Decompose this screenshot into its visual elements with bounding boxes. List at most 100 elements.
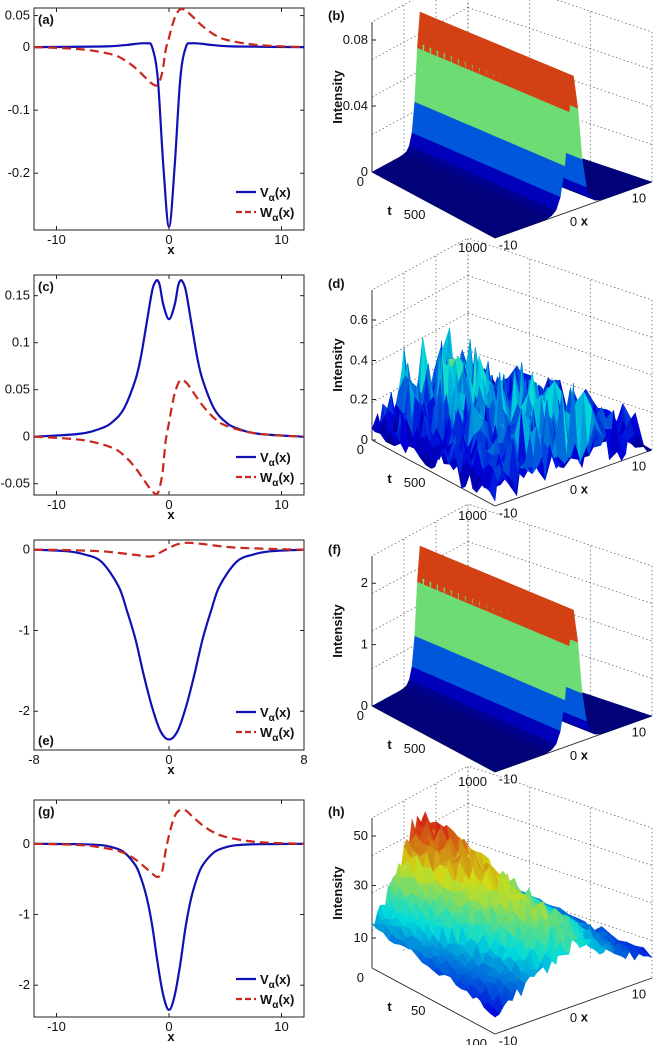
- series-w-line: [33, 378, 305, 496]
- z-axis-label: Intensity: [330, 338, 345, 392]
- z-tick-label: 10: [354, 930, 368, 945]
- surface: [371, 545, 653, 773]
- z-tick-label: 50: [354, 828, 368, 843]
- surface: [371, 11, 653, 239]
- y-tick-label: 0.15: [5, 288, 30, 303]
- surface-patch: [638, 178, 653, 184]
- x-tick-label: 0: [570, 214, 577, 229]
- x-axis-label: x: [167, 762, 175, 777]
- wall-gridline: [467, 312, 653, 376]
- panel-g: -10 0 100-1-2x(g)Vα(x)Wα(x): [18, 799, 305, 1044]
- wall-gridline: [467, 7, 653, 70]
- series-w-line: [33, 541, 305, 558]
- series-w-line: [33, 7, 305, 87]
- z-tick-label: 0.2: [350, 392, 368, 407]
- legend-arg: (x): [275, 705, 291, 720]
- t-tick-label: 0: [357, 970, 364, 985]
- legend-name: W: [260, 992, 273, 1007]
- x-tick-label: -10: [47, 1019, 66, 1034]
- panel-label: (d): [328, 276, 345, 291]
- series-w-line: [33, 808, 305, 879]
- legend-entry: Vα(x): [260, 972, 291, 991]
- z-tick-label: 1: [361, 637, 368, 652]
- wall-gridline: [371, 275, 469, 328]
- y-tick-label: 0.05: [5, 8, 30, 23]
- x-tick-label: 8: [300, 752, 307, 767]
- y-tick-label: -1: [18, 622, 30, 637]
- legend-subscript: α: [272, 213, 279, 224]
- y-tick-label: 0.05: [5, 382, 30, 397]
- x-axis-label: x: [581, 481, 589, 496]
- y-tick-label: -1: [18, 907, 30, 922]
- t-tick-label: 0: [357, 174, 364, 189]
- x-tick-label: 10: [632, 191, 646, 206]
- t-tick-label: 1000: [458, 774, 487, 789]
- y-tick-label: 0: [23, 39, 30, 54]
- z-axis-label: Intensity: [330, 604, 345, 658]
- legend-arg: (x): [278, 470, 294, 485]
- x-tick-label: -10: [47, 232, 66, 247]
- z-axis-label: Intensity: [330, 70, 345, 124]
- panel-label: (e): [38, 733, 54, 748]
- legend-subscript: α: [272, 733, 279, 744]
- panel-label: (a): [38, 12, 54, 27]
- surface: [371, 811, 653, 1018]
- legend-subscript: α: [272, 1000, 279, 1011]
- z-tick-label: 0.04: [343, 98, 368, 113]
- x-tick-label: -8: [28, 752, 40, 767]
- z-tick-label: 0.6: [350, 312, 368, 327]
- series-v-line: [33, 279, 305, 438]
- x-tick-label: 10: [632, 725, 646, 740]
- legend-name: V: [260, 972, 269, 987]
- legend-entry: Wα(x): [260, 992, 294, 1011]
- x-tick-label: 0: [165, 497, 172, 512]
- x-tick-label: 0: [570, 482, 577, 497]
- legend-name: W: [260, 470, 273, 485]
- t-tick-label: 0: [357, 442, 364, 457]
- t-tick-label: 500: [404, 741, 426, 756]
- y-tick-label: -0.05: [0, 476, 30, 491]
- y-tick-label: -2: [18, 703, 30, 718]
- z-tick-label: 0: [361, 164, 368, 179]
- x-tick-label: 0: [165, 1019, 172, 1034]
- legend-name: W: [260, 725, 273, 740]
- legend-name: V: [260, 185, 269, 200]
- panel-b: 0 0.04 0.08 0 500 1000 -10 0 10 Intensity t x (b): [328, 0, 653, 255]
- panel-label: (g): [38, 804, 55, 819]
- legend-entry: Wα(x): [260, 205, 294, 224]
- legend-entry: Vα(x): [260, 185, 291, 204]
- legend-arg: (x): [275, 972, 291, 987]
- y-tick-label: 0: [23, 836, 30, 851]
- wall-gridline: [371, 312, 469, 366]
- panel-c: -10 0 100.150.10.050-0.05x(c)Vα(x)Wα(x): [0, 274, 305, 522]
- x-tick-label: -10: [499, 771, 518, 786]
- t-tick-label: 1000: [458, 508, 487, 523]
- y-tick-label: -0.2: [8, 165, 30, 180]
- x-tick-label: 0: [165, 752, 172, 767]
- x-tick-label: -10: [47, 497, 66, 512]
- y-tick-label: -2: [18, 977, 30, 992]
- x-axis: [494, 449, 653, 507]
- z-tick-label: 2: [361, 575, 368, 590]
- series-v-line: [33, 842, 305, 1012]
- legend-entry: Vα(x): [260, 705, 291, 724]
- t-axis-label: t: [387, 737, 392, 752]
- t-axis-label: t: [387, 471, 392, 486]
- x-tick-label: 10: [632, 987, 646, 1002]
- panel-label: (h): [328, 804, 345, 819]
- x-axis-label: x: [167, 242, 175, 257]
- surface: [371, 327, 653, 502]
- x-tick-label: 10: [274, 497, 288, 512]
- legend-subscript: α: [269, 980, 276, 991]
- legend-name: V: [260, 705, 269, 720]
- t-axis-label: t: [387, 203, 392, 218]
- y-tick-label: -0.1: [8, 102, 30, 117]
- legend-entry: Wα(x): [260, 470, 294, 489]
- x-tick-label: 10: [274, 232, 288, 247]
- legend-name: V: [260, 450, 269, 465]
- legend-subscript: α: [269, 713, 276, 724]
- wall-gridline: [467, 275, 653, 338]
- x-axis-label: x: [581, 213, 589, 228]
- legend-subscript: α: [269, 458, 276, 469]
